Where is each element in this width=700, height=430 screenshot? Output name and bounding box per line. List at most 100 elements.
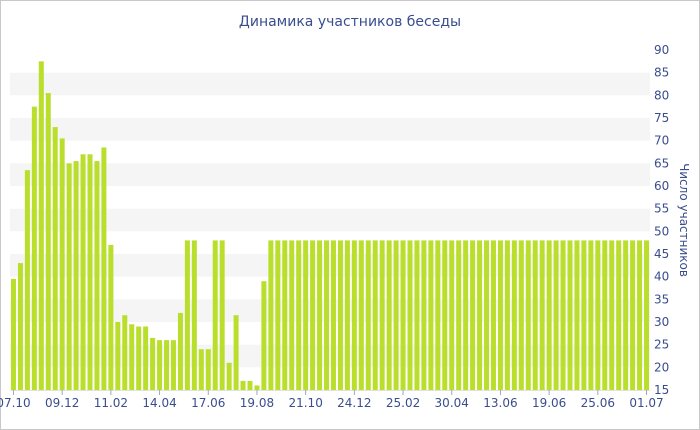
bar[interactable] — [122, 315, 128, 390]
bar[interactable] — [553, 240, 559, 390]
bar[interactable] — [317, 240, 323, 390]
bar[interactable] — [372, 240, 378, 390]
bar[interactable] — [219, 240, 225, 390]
bar[interactable] — [275, 240, 281, 390]
x-tick-label: 09.12 — [45, 396, 79, 410]
bar[interactable] — [449, 240, 455, 390]
bar[interactable] — [484, 240, 490, 390]
bar[interactable] — [337, 240, 343, 390]
bar[interactable] — [581, 240, 587, 390]
bar[interactable] — [45, 93, 51, 390]
bar[interactable] — [330, 240, 336, 390]
bar[interactable] — [393, 240, 399, 390]
bar[interactable] — [38, 61, 44, 390]
bar[interactable] — [233, 315, 239, 390]
bar[interactable] — [344, 240, 350, 390]
bar[interactable] — [101, 147, 107, 390]
bar[interactable] — [261, 281, 267, 390]
bar[interactable] — [59, 138, 65, 390]
bar[interactable] — [31, 106, 37, 391]
bar[interactable] — [463, 240, 469, 390]
bar[interactable] — [470, 240, 476, 390]
bar[interactable] — [157, 340, 163, 390]
bar[interactable] — [150, 337, 156, 390]
bar[interactable] — [358, 240, 364, 390]
bar[interactable] — [525, 240, 531, 390]
bar[interactable] — [539, 240, 545, 390]
bar[interactable] — [546, 240, 552, 390]
bar[interactable] — [205, 349, 211, 390]
bar[interactable] — [574, 240, 580, 390]
bar[interactable] — [17, 263, 23, 390]
bar[interactable] — [289, 240, 295, 390]
bar[interactable] — [296, 240, 302, 390]
bar[interactable] — [428, 240, 434, 390]
bar[interactable] — [212, 240, 218, 390]
bar[interactable] — [477, 240, 483, 390]
y-tick-label: 20 — [654, 360, 669, 374]
bar[interactable] — [386, 240, 392, 390]
bar[interactable] — [73, 161, 79, 390]
bar[interactable] — [518, 240, 524, 390]
bar[interactable] — [609, 240, 615, 390]
bar[interactable] — [567, 240, 573, 390]
bar[interactable] — [595, 240, 601, 390]
bar[interactable] — [511, 240, 517, 390]
bar[interactable] — [226, 362, 232, 390]
bar[interactable] — [115, 322, 121, 390]
bar[interactable] — [324, 240, 330, 390]
bar[interactable] — [66, 163, 72, 390]
bar[interactable] — [129, 324, 135, 390]
y-axis-label: Число участников — [677, 163, 691, 277]
bar[interactable] — [268, 240, 274, 390]
bar[interactable] — [198, 349, 204, 390]
bar[interactable] — [379, 240, 385, 390]
bar[interactable] — [177, 312, 183, 390]
y-tick-label: 80 — [654, 88, 669, 102]
bar[interactable] — [602, 240, 608, 390]
bar[interactable] — [616, 240, 622, 390]
bar[interactable] — [456, 240, 462, 390]
bar[interactable] — [136, 326, 142, 390]
bar[interactable] — [644, 240, 650, 390]
bar[interactable] — [490, 240, 496, 390]
bar[interactable] — [497, 240, 503, 390]
bar[interactable] — [365, 240, 371, 390]
bar[interactable] — [108, 244, 114, 390]
bar[interactable] — [87, 154, 93, 390]
bar[interactable] — [247, 380, 253, 390]
bar[interactable] — [254, 385, 260, 390]
bar[interactable] — [532, 240, 538, 390]
bar[interactable] — [52, 127, 58, 390]
bar[interactable] — [310, 240, 316, 390]
bar[interactable] — [442, 240, 448, 390]
bar[interactable] — [143, 326, 149, 390]
y-tick-label: 55 — [654, 202, 669, 216]
bar[interactable] — [80, 154, 86, 390]
x-tick-label: 24.12 — [337, 396, 371, 410]
bar[interactable] — [560, 240, 566, 390]
bar[interactable] — [184, 240, 190, 390]
x-tick-label: 21.10 — [288, 396, 322, 410]
bar[interactable] — [164, 340, 170, 390]
bar[interactable] — [504, 240, 510, 390]
bar[interactable] — [435, 240, 441, 390]
bar[interactable] — [351, 240, 357, 390]
bar[interactable] — [240, 380, 246, 390]
bar[interactable] — [282, 240, 288, 390]
bar[interactable] — [191, 240, 197, 390]
bar[interactable] — [10, 278, 16, 390]
bar[interactable] — [24, 170, 30, 390]
bar[interactable] — [421, 240, 427, 390]
bar[interactable] — [630, 240, 636, 390]
x-axis-ticks: 07.10 09.12 11.02 14.04 17.06 19.08 21.10 24.12… — [0, 390, 664, 410]
bar[interactable] — [407, 240, 413, 390]
bar[interactable] — [588, 240, 594, 390]
bar[interactable] — [170, 340, 176, 390]
bar[interactable] — [623, 240, 629, 390]
bar[interactable] — [94, 161, 100, 390]
bar[interactable] — [414, 240, 420, 390]
bar[interactable] — [303, 240, 309, 390]
bar[interactable] — [637, 240, 643, 390]
bar[interactable] — [400, 240, 406, 390]
